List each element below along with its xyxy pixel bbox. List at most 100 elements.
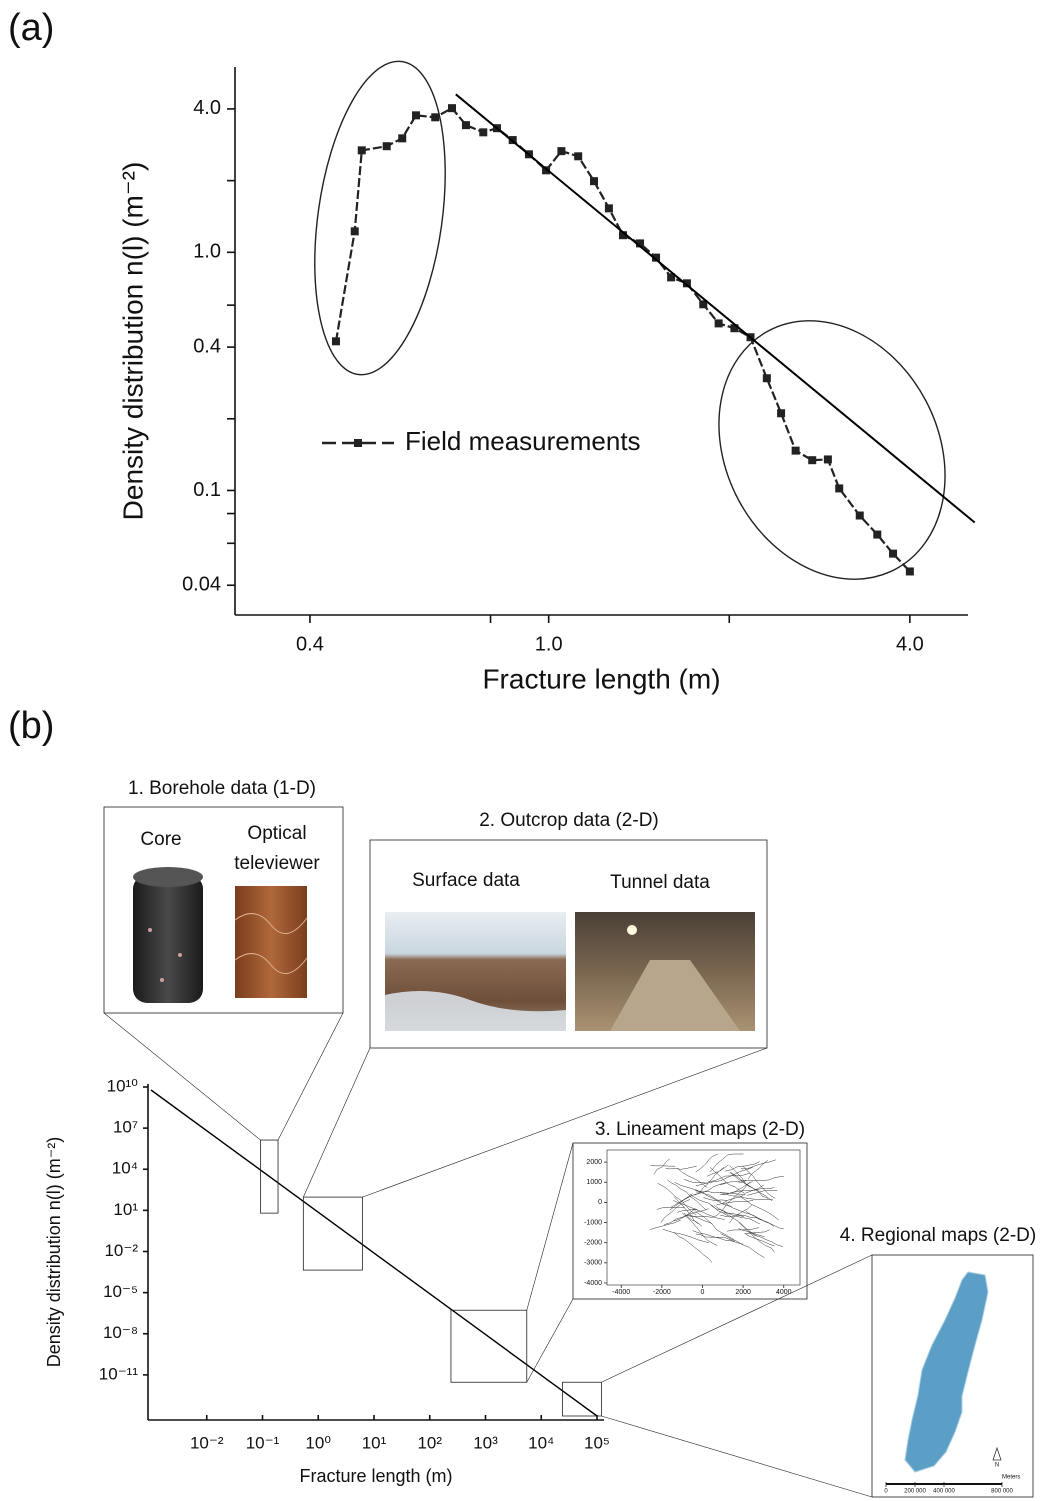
map-x-tick-label: -2000 — [653, 1289, 671, 1296]
map-y-tick-label: 2000 — [586, 1159, 602, 1166]
marker — [889, 549, 898, 558]
y-tick-label: 10¹ — [113, 1200, 138, 1219]
marker — [762, 374, 771, 383]
marker — [557, 147, 566, 156]
lineament — [653, 1158, 670, 1175]
lineament — [669, 1196, 691, 1211]
x-tick-label: 10¹ — [362, 1433, 387, 1452]
x-tick-label: 10⁻² — [190, 1433, 224, 1452]
inset-title: 2. Outcrop data (2-D) — [479, 810, 659, 831]
inset-title: 1. Borehole data (1-D) — [128, 778, 316, 799]
lineament — [712, 1181, 750, 1219]
ellipse — [314, 60, 446, 376]
range-box — [562, 1381, 602, 1417]
lineament — [744, 1233, 775, 1247]
lineament — [745, 1211, 784, 1230]
map-y-tick-label: 1000 — [586, 1179, 602, 1186]
lineament — [720, 1180, 746, 1186]
marker — [357, 146, 366, 155]
lineament — [676, 1167, 708, 1188]
marker — [791, 446, 800, 455]
scale-label: 0 — [884, 1489, 888, 1495]
x-tick-label: 0.4 — [296, 633, 324, 655]
north-arrow — [992, 1446, 1002, 1461]
x-tick-label: 10⁴ — [528, 1433, 554, 1452]
marker — [479, 128, 488, 137]
lineament — [662, 1228, 709, 1244]
trend-line — [150, 1089, 598, 1417]
marker — [835, 484, 844, 493]
marker — [398, 134, 407, 143]
north-label: N — [995, 1463, 999, 1469]
lineament — [665, 1166, 697, 1170]
lineament — [695, 1153, 718, 1173]
connector — [526, 1142, 574, 1311]
range-box — [260, 1139, 279, 1214]
x-axis-title: Fracture length (m) — [299, 1466, 452, 1486]
connector — [103, 1012, 261, 1141]
marker — [777, 409, 786, 418]
inset-caption: televiewer — [234, 853, 320, 874]
lineament — [664, 1207, 696, 1225]
y-tick-label: 10⁴ — [112, 1159, 138, 1178]
y-tick-label: 0.1 — [193, 479, 221, 501]
scale-label: 800 000 — [991, 1489, 1013, 1495]
lineament — [684, 1179, 709, 1184]
lineament — [660, 1199, 691, 1223]
marker — [431, 113, 440, 122]
lineament — [673, 1200, 725, 1220]
connector — [601, 1415, 873, 1498]
range-box — [302, 1196, 363, 1271]
map-y-tick-label: -2000 — [584, 1240, 602, 1247]
lineament — [650, 1165, 676, 1167]
marker — [382, 142, 391, 151]
lineament — [722, 1212, 763, 1221]
lineament — [742, 1165, 776, 1199]
core-speck — [178, 953, 182, 957]
lineament — [722, 1181, 753, 1195]
marker — [461, 121, 470, 130]
x-axis-title: Fracture length (m) — [482, 663, 720, 694]
range-box — [450, 1309, 528, 1383]
lineament — [681, 1212, 718, 1246]
map-y-tick-label: -1000 — [584, 1219, 602, 1226]
y-tick-label: 10¹⁰ — [107, 1076, 139, 1095]
y-tick-label: 0.4 — [193, 335, 221, 357]
inset-frame — [103, 806, 344, 1014]
lineament — [726, 1204, 775, 1227]
x-tick-label: 10³ — [473, 1433, 498, 1452]
inset-caption: Tunnel data — [610, 872, 710, 893]
marker — [448, 104, 457, 113]
marker — [652, 253, 661, 262]
marker — [682, 279, 691, 288]
y-tick-label: 10⁻⁵ — [103, 1282, 138, 1301]
series-line — [334, 106, 911, 573]
lineament — [673, 1232, 713, 1263]
lineament — [719, 1187, 775, 1195]
marker — [636, 239, 645, 248]
y-tick-label: 10⁷ — [113, 1118, 138, 1137]
x-tick-label: 10⁵ — [584, 1433, 610, 1452]
marker — [730, 324, 739, 333]
connector — [277, 1012, 344, 1141]
marker — [574, 152, 583, 161]
lineament — [657, 1183, 697, 1216]
lineament — [656, 1207, 685, 1210]
lineament — [674, 1181, 722, 1203]
y-tick-label: 1.0 — [193, 241, 221, 263]
lineament — [740, 1196, 779, 1221]
marker — [604, 204, 613, 213]
connector — [362, 1047, 768, 1198]
tunnel-light — [627, 925, 637, 935]
marker — [905, 567, 914, 576]
x-tick-label: 4.0 — [896, 633, 924, 655]
marker — [618, 231, 627, 240]
inset-caption: Core — [140, 829, 181, 850]
lineament — [677, 1209, 698, 1213]
panel-label: (a) — [8, 7, 54, 49]
lineament — [687, 1214, 713, 1224]
connector — [526, 1298, 574, 1383]
connector — [303, 1047, 371, 1198]
